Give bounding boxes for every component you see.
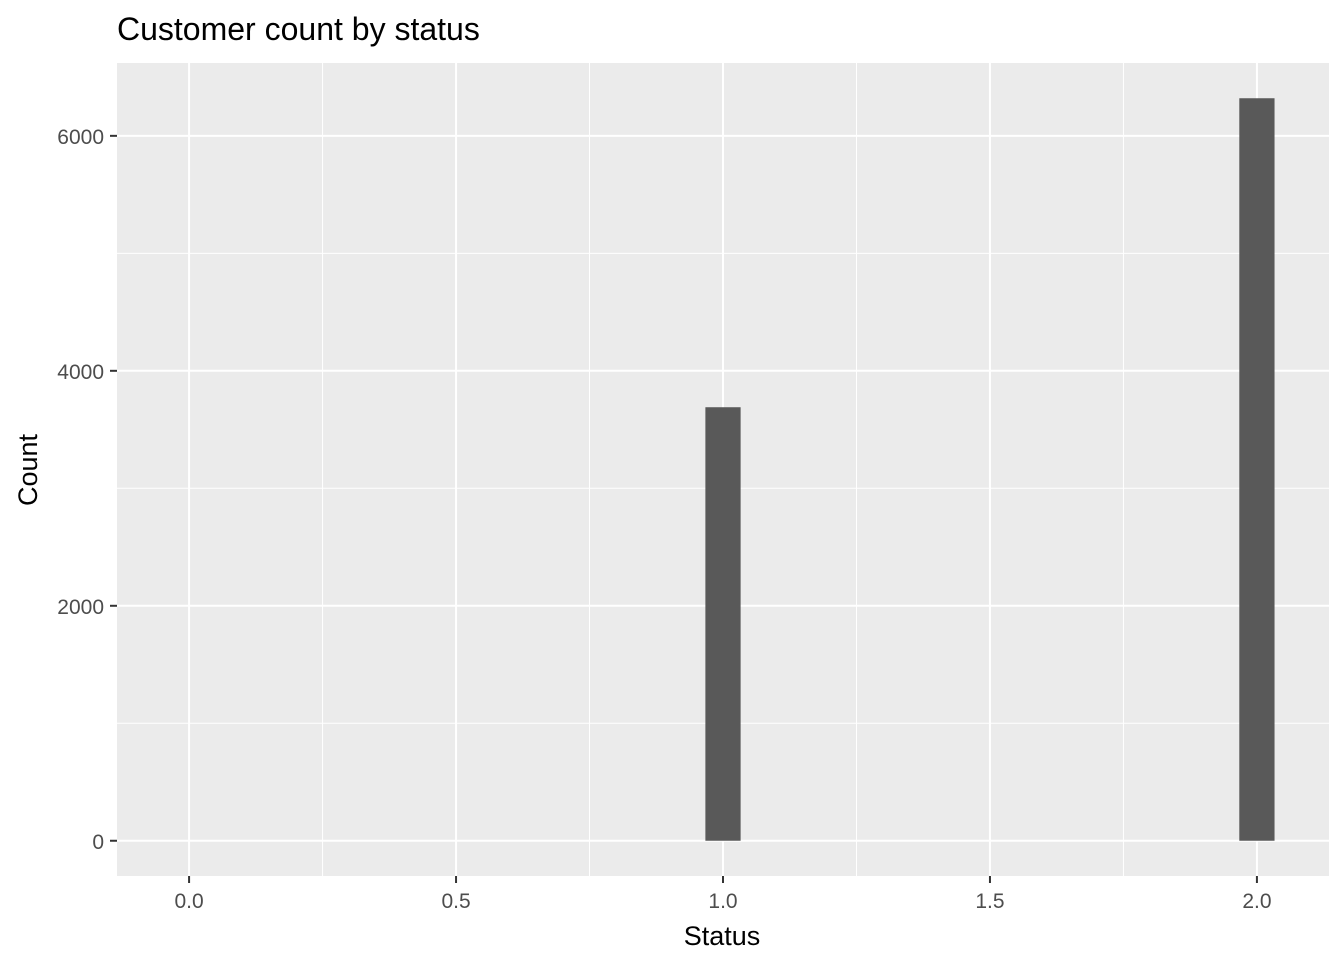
bar: [705, 407, 741, 841]
y-tick-label: 2000: [57, 596, 104, 619]
x-axis-title: Status: [684, 921, 761, 951]
x-tick-label: 0.0: [174, 890, 203, 913]
x-tick-label: 2.0: [1242, 890, 1271, 913]
x-tick-label: 1.5: [975, 890, 1004, 913]
bars: [705, 98, 1275, 841]
y-tick-label: 0: [92, 831, 104, 854]
x-tick-label: 1.0: [708, 890, 737, 913]
bar: [1239, 98, 1275, 841]
y-axis-title: Count: [13, 433, 43, 506]
x-axis: 0.0 0.5 1.0 1.5 2.0: [174, 876, 1272, 913]
y-tick-label: 4000: [57, 361, 104, 384]
chart-title: Customer count by status: [117, 11, 480, 47]
y-tick-label: 6000: [57, 126, 104, 149]
x-tick-label: 0.5: [441, 890, 470, 913]
y-axis: 0 2000 4000 6000: [57, 126, 117, 854]
